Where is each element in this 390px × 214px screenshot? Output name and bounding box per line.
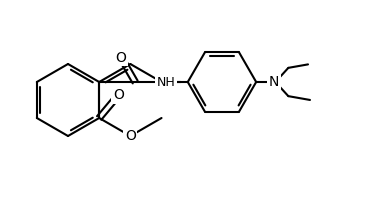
Text: NH: NH [156,76,175,89]
Text: O: O [113,88,124,102]
Text: O: O [125,129,136,143]
Text: O: O [116,51,127,65]
Text: N: N [269,75,279,89]
